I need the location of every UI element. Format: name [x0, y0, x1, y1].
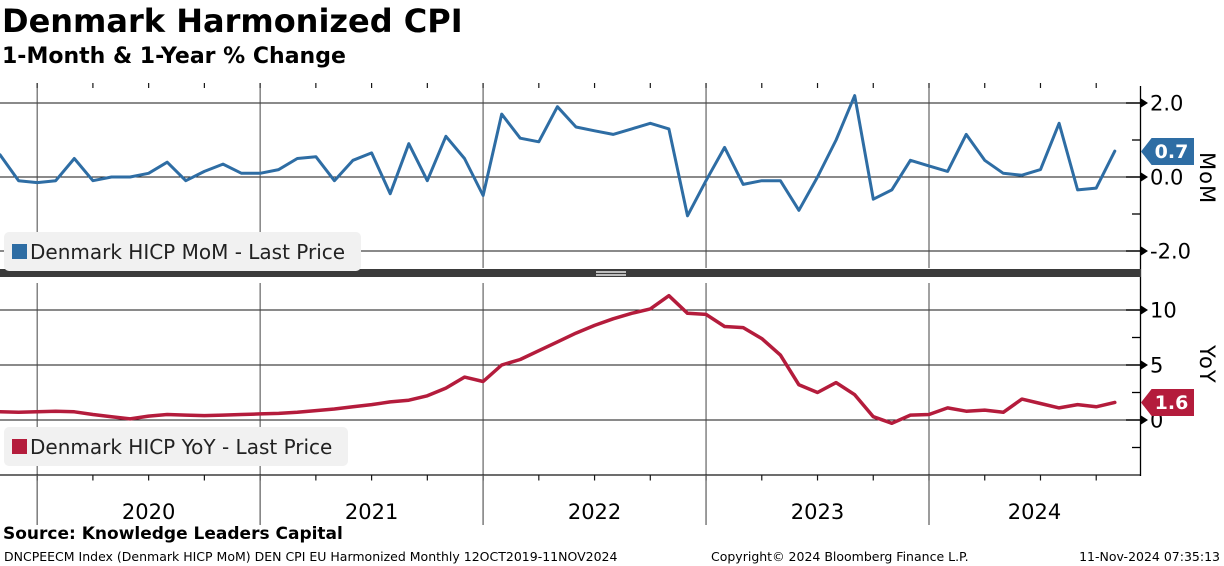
legend-mom-swatch-icon [12, 244, 27, 259]
svg-text:2022: 2022 [568, 500, 621, 524]
footer-copyright: Copyright© 2024 Bloomberg Finance L.P. [711, 549, 969, 564]
chart-title: Denmark Harmonized CPI [2, 2, 463, 40]
last-price-badge-mom: 0.7 [1141, 138, 1194, 165]
svg-text:0.0: 0.0 [1150, 166, 1183, 190]
svg-text:2020: 2020 [122, 500, 175, 524]
legend-yoy-label: Denmark HICP YoY - Last Price [30, 434, 333, 459]
chart-subtitle: 1-Month & 1-Year % Change [2, 44, 346, 69]
svg-text:2.0: 2.0 [1150, 92, 1183, 116]
last-price-badge-yoy: 1.6 [1141, 389, 1194, 416]
legend-mom-label: Denmark HICP MoM - Last Price [30, 239, 346, 264]
legend-yoy[interactable]: Denmark HICP YoY - Last Price [4, 427, 349, 466]
legend-yoy-swatch-icon [12, 439, 27, 454]
panel-divider[interactable] [0, 269, 1141, 277]
svg-text:2024: 2024 [1008, 500, 1061, 524]
svg-text:2021: 2021 [345, 500, 398, 524]
source-line: Source: Knowledge Leaders Capital [3, 524, 343, 544]
svg-text:10: 10 [1150, 299, 1177, 323]
panel-divider-handle-icon[interactable] [596, 271, 626, 273]
svg-text:-2.0: -2.0 [1150, 240, 1191, 264]
legend-mom[interactable]: Denmark HICP MoM - Last Price [4, 232, 362, 271]
y-axis-title-yoy: YoY [1195, 345, 1219, 384]
footer-timestamp: 11-Nov-2024 07:35:13 [1079, 549, 1220, 564]
svg-text:5: 5 [1150, 354, 1163, 378]
footer-ticker-description: DNCPEECM Index (Denmark HICP MoM) DEN CP… [4, 549, 618, 564]
y-axis-title-mom: MoM [1195, 152, 1219, 205]
svg-text:2023: 2023 [791, 500, 844, 524]
